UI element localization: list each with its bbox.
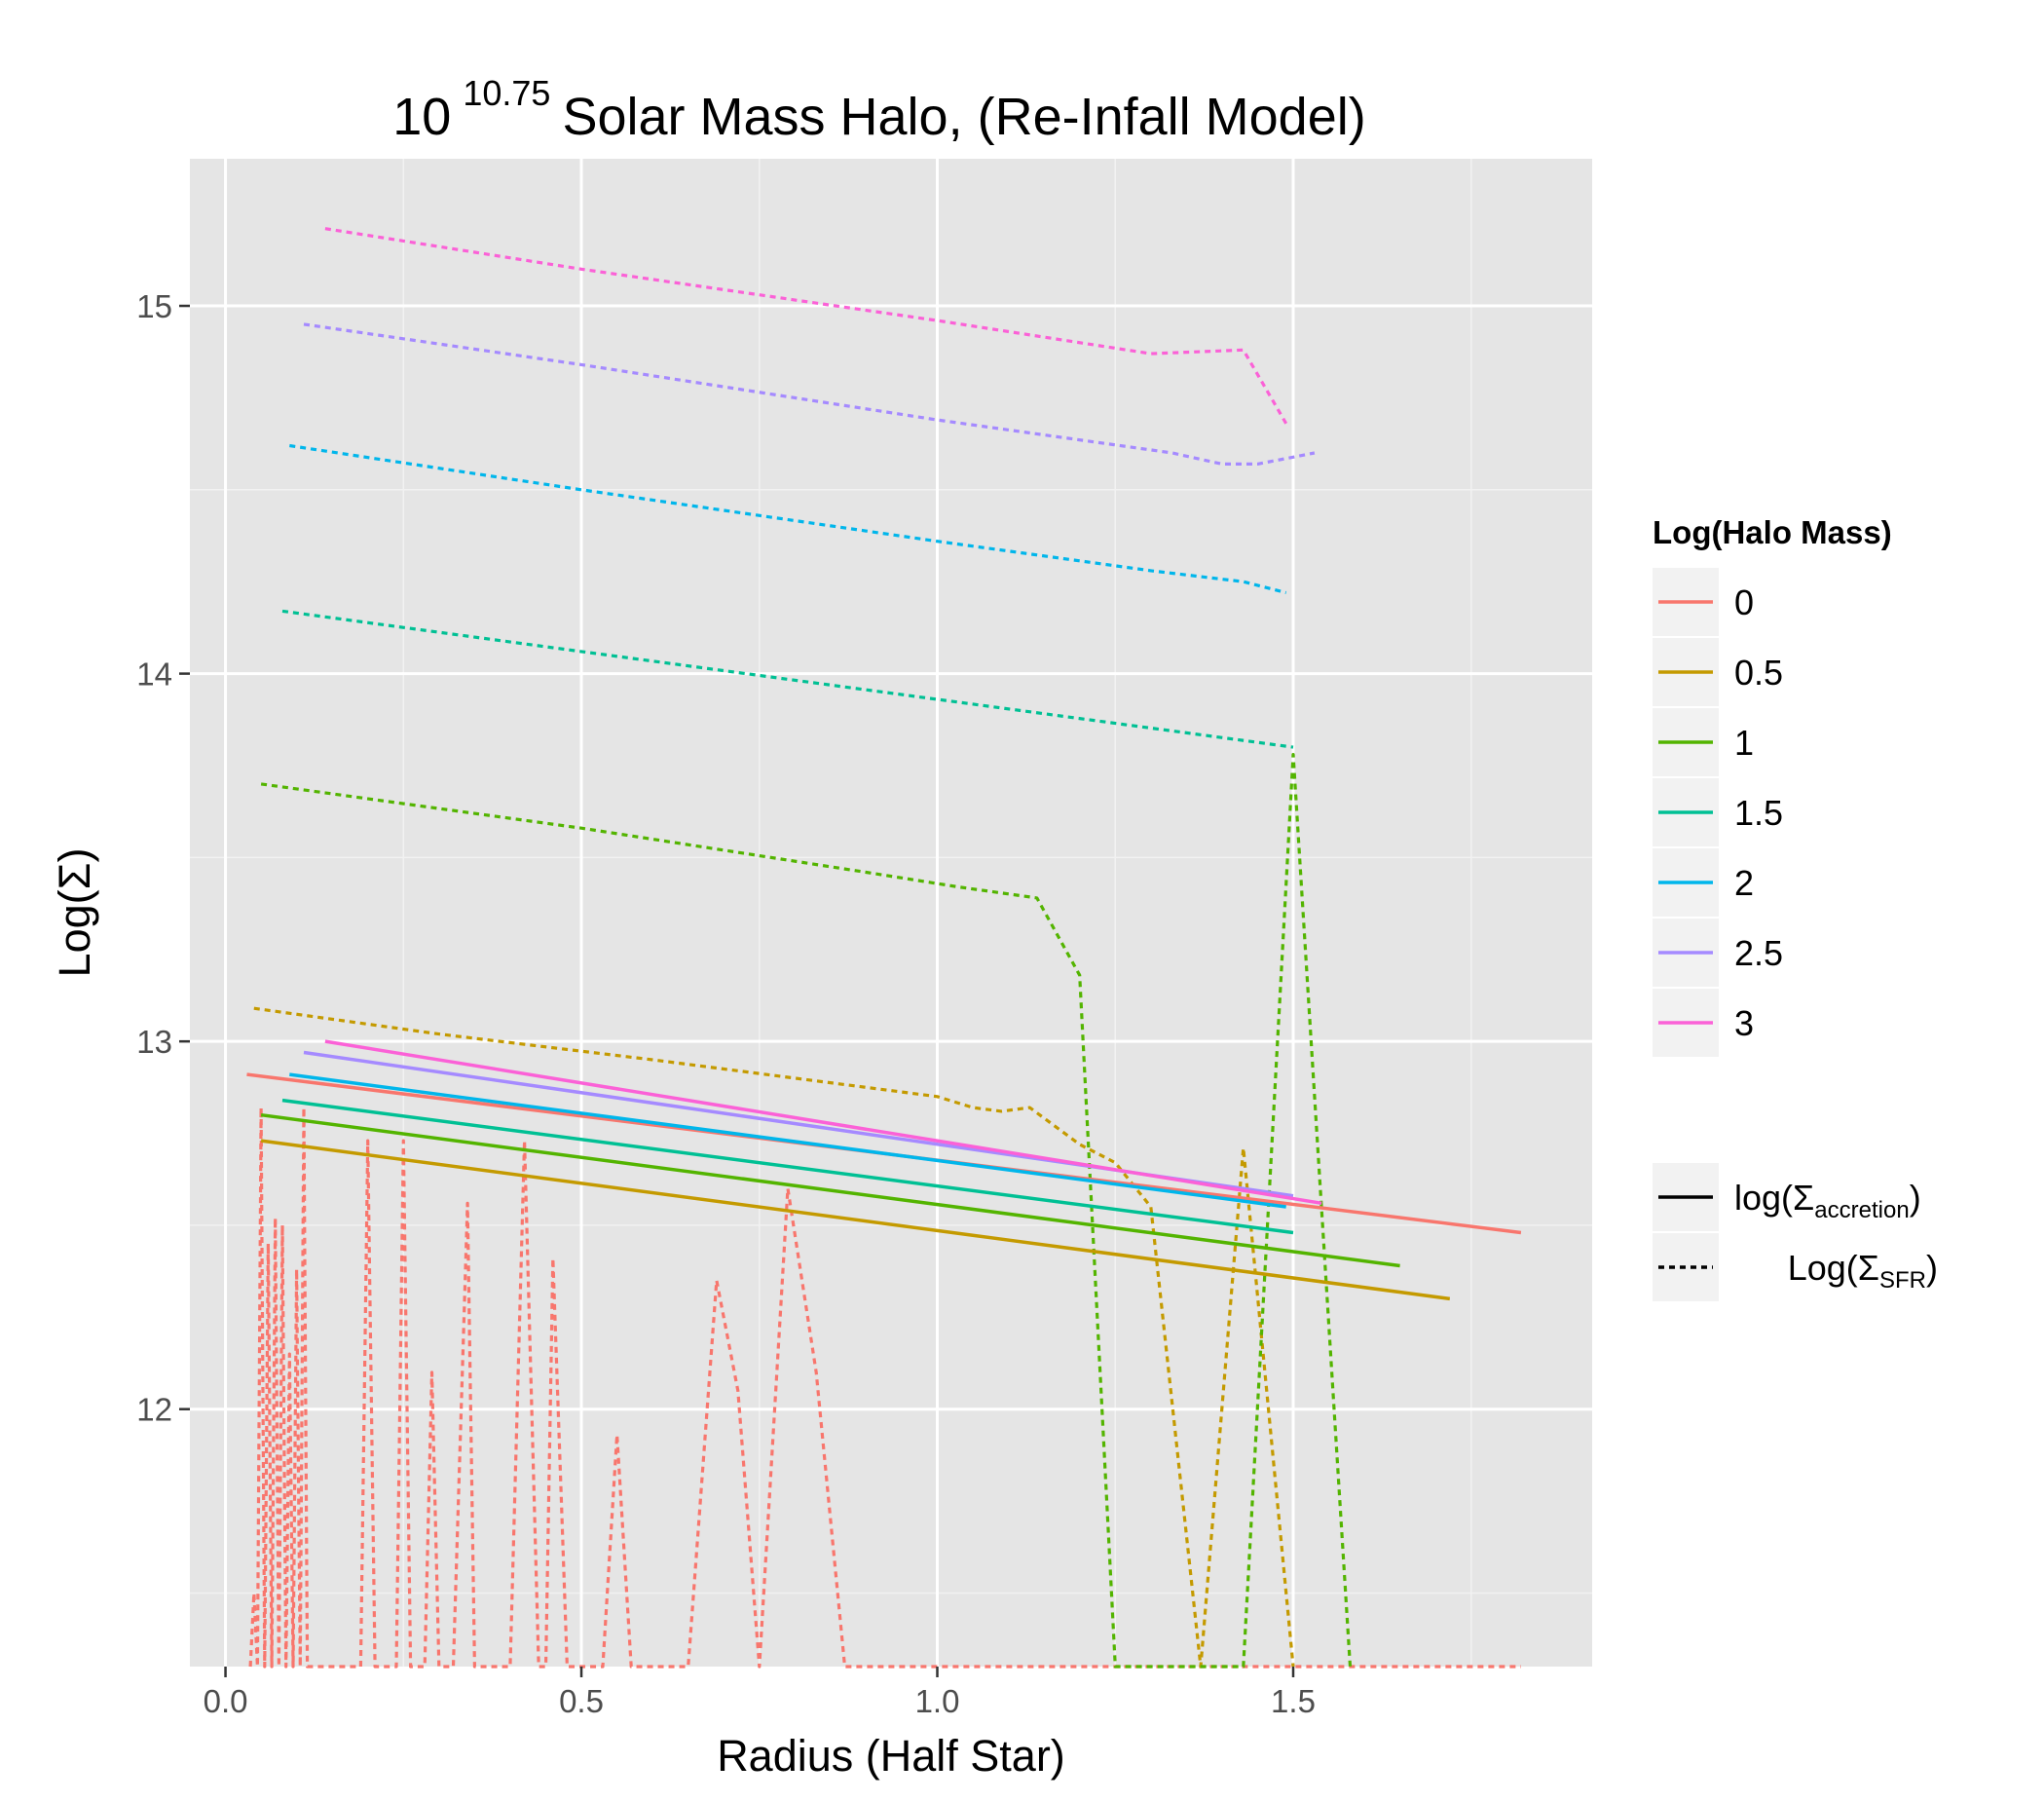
legend-label: 1.5 bbox=[1734, 793, 1783, 833]
legend-linetype: log(Σaccretion) Log(ΣSFR) bbox=[1653, 1163, 1938, 1301]
plot-panel bbox=[190, 159, 1592, 1667]
y-tick-label: 13 bbox=[136, 1024, 172, 1060]
x-tick-label: 1.0 bbox=[915, 1683, 960, 1719]
chart-title-rest: Solar Mass Halo, (Re-Infall Model) bbox=[562, 88, 1365, 146]
series-accretion-line bbox=[260, 1139, 1451, 1301]
grid-minor bbox=[190, 159, 1592, 1667]
y-axis: 12 13 14 15 bbox=[136, 288, 190, 1428]
x-axis-label: Radius (Half Star) bbox=[717, 1731, 1065, 1781]
grid-major bbox=[190, 159, 1592, 1667]
series-sfr-line bbox=[303, 322, 1316, 466]
legend-color: Log(Halo Mass) 0 0.5 1 1.5 2 2.5 3 bbox=[1653, 514, 1892, 1057]
x-tick-label: 1.5 bbox=[1271, 1683, 1316, 1719]
legend-linetype-label: Log(ΣSFR) bbox=[1788, 1248, 1938, 1294]
y-tick-label: 14 bbox=[136, 657, 172, 693]
x-axis: 0.0 0.5 1.0 1.5 bbox=[204, 1667, 1316, 1719]
series-sfr-line bbox=[260, 752, 1353, 1669]
chart-title-base: 10 bbox=[392, 88, 451, 146]
y-tick-label: 15 bbox=[136, 288, 172, 324]
series-sfr-line bbox=[248, 1106, 1521, 1669]
series-accretion-line bbox=[324, 1039, 1322, 1206]
series-sfr-line bbox=[324, 227, 1288, 425]
series-layer bbox=[246, 227, 1522, 1669]
x-tick-label: 0.0 bbox=[204, 1683, 248, 1719]
y-tick-label: 12 bbox=[136, 1392, 172, 1428]
legend-label: 2.5 bbox=[1734, 933, 1783, 973]
chart-title-exponent: 10.75 bbox=[463, 73, 550, 113]
legend-linetype-label: log(Σaccretion) bbox=[1734, 1178, 1921, 1223]
series-accretion-line bbox=[289, 1072, 1286, 1209]
series-sfr-line bbox=[289, 443, 1287, 595]
legend-label: 0.5 bbox=[1734, 653, 1783, 693]
legend-label: 3 bbox=[1734, 1003, 1754, 1043]
series-sfr-line bbox=[281, 609, 1294, 749]
y-axis-label: Log(Σ) bbox=[50, 848, 99, 978]
legend-label: 1 bbox=[1734, 723, 1754, 763]
legend-color-title: Log(Halo Mass) bbox=[1653, 514, 1892, 550]
series-accretion-line bbox=[260, 1112, 1400, 1268]
series-accretion-line bbox=[281, 1098, 1294, 1235]
x-tick-label: 0.5 bbox=[559, 1683, 604, 1719]
legend-label: 2 bbox=[1734, 863, 1754, 903]
legend-label: 0 bbox=[1734, 582, 1754, 622]
chart-title: 10 10.75 Solar Mass Halo, (Re-Infall Model… bbox=[392, 73, 1365, 146]
